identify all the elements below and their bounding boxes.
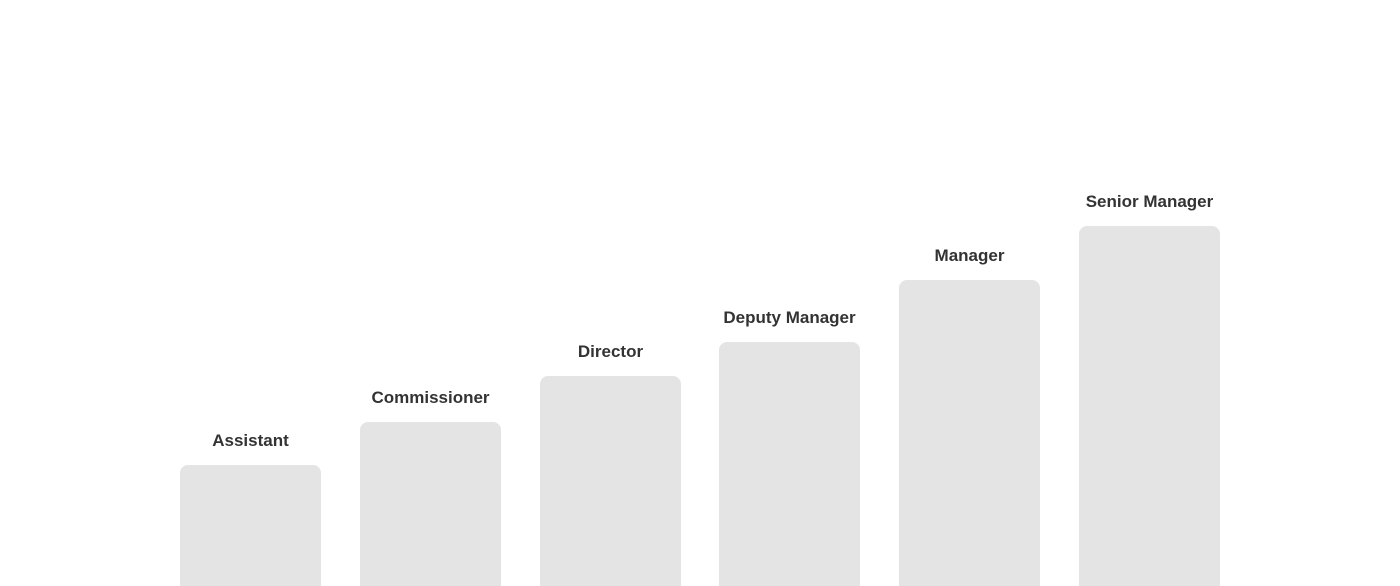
step-deputy-manager: Deputy Manager xyxy=(719,308,860,586)
step-senior-manager: Senior Manager xyxy=(1079,192,1220,586)
step-manager: Manager xyxy=(899,246,1040,586)
step-label: Senior Manager xyxy=(1085,192,1214,211)
step-bar xyxy=(719,342,860,586)
step-label: Deputy Manager xyxy=(723,308,856,327)
step-bar xyxy=(360,422,501,586)
step-bar xyxy=(540,376,681,586)
step-bar xyxy=(899,280,1040,586)
step-label: Manager xyxy=(934,246,1005,265)
step-label: Commissioner xyxy=(371,388,490,407)
step-commissioner: Commissioner xyxy=(360,388,501,586)
step-director: Director xyxy=(540,342,681,586)
step-label: Assistant xyxy=(212,431,289,450)
step-label: Director xyxy=(577,342,644,361)
step-bar xyxy=(1079,226,1220,586)
step-assistant: Assistant xyxy=(180,431,321,586)
step-bar xyxy=(180,465,321,586)
